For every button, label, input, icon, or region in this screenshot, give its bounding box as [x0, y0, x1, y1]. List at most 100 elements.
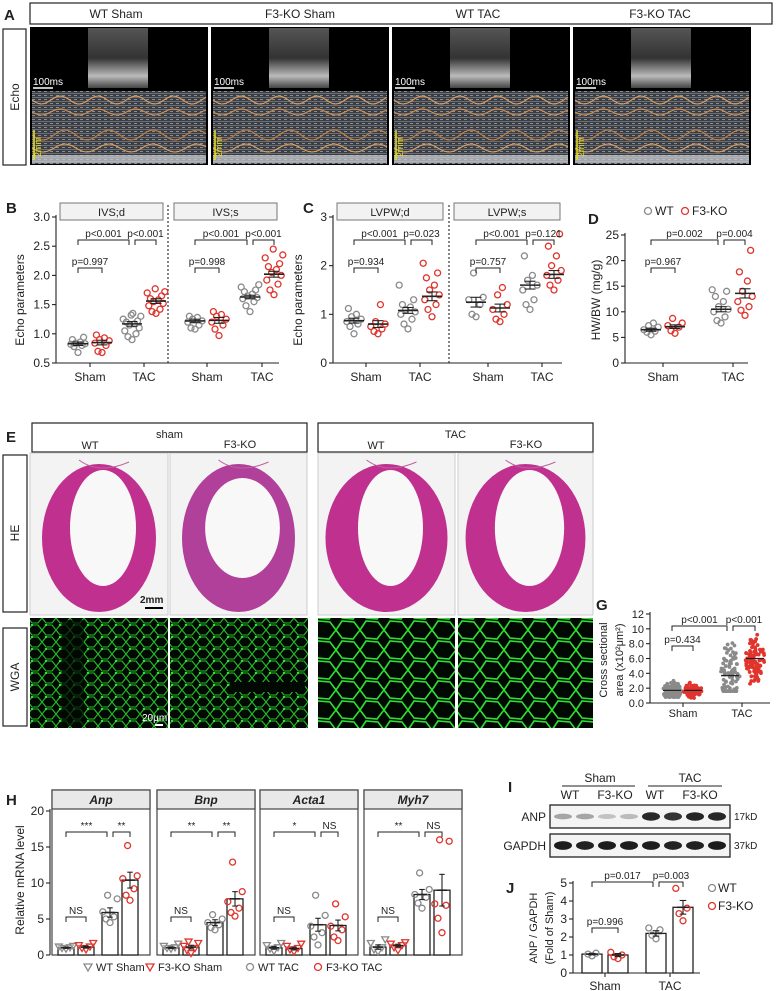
significance-label: p<0.001: [245, 229, 282, 240]
significance-bracket: [353, 267, 379, 273]
ko-data-point: [148, 307, 156, 316]
ko-data-point: [156, 305, 164, 313]
ko-data-point: [263, 276, 271, 284]
wt-data-point: [350, 330, 358, 338]
wt-data-point: [520, 252, 529, 260]
x-tick-label: Sham: [589, 979, 620, 991]
ko-cell-point: [759, 671, 763, 676]
wall-trace: [31, 108, 207, 116]
wt-cell-point: [724, 689, 729, 694]
tac-data-point: [238, 887, 246, 896]
tac-data-point: [211, 926, 219, 934]
ko-cell-point: [753, 647, 758, 652]
wt-data-point: [711, 292, 720, 301]
y-tick-label: 2.5: [33, 239, 50, 253]
wt-cell-point: [675, 682, 680, 687]
time-scale-label: 100ms: [214, 77, 244, 88]
ko-data-point: [370, 327, 378, 336]
ko-cell-point: [752, 678, 756, 683]
x-tick-label: Sham: [191, 370, 222, 384]
ko-data-point: [500, 310, 508, 318]
facet-title: LVPW;d: [370, 207, 409, 219]
tac-data-point: [113, 895, 121, 903]
y-tick-label: 15: [606, 279, 620, 293]
wt-cell-point: [728, 689, 733, 694]
wt-data-point: [656, 926, 664, 934]
legend-ko-marker: [680, 206, 690, 216]
ko-data-point: [145, 302, 153, 310]
wga-image: [170, 618, 308, 728]
wt-data-point: [468, 310, 476, 318]
histology-group-box: [317, 422, 594, 453]
y-tick-label: 3: [320, 210, 327, 224]
protein-band: [686, 812, 704, 821]
wt-cell-point: [721, 661, 726, 666]
ko-data-point: [550, 286, 558, 294]
facet-title: IVS;d: [98, 207, 125, 219]
echo-image: [573, 27, 751, 165]
x-tick-label: TAC: [721, 370, 744, 384]
significance-bracket: [217, 831, 236, 837]
gene-name: Acta1: [292, 793, 326, 807]
wt-data-point: [528, 271, 537, 280]
y-tick-label: 5: [37, 912, 44, 926]
ko-data-point: [679, 917, 687, 925]
significance-bracket: [273, 916, 295, 922]
ko-data-point: [264, 262, 273, 271]
y-tick-label: 0: [612, 356, 619, 370]
y-tick-label: 10: [606, 305, 620, 319]
ko-data-point: [100, 334, 109, 342]
significance-bracket: [77, 239, 130, 245]
bar: [226, 898, 244, 956]
x-tick-label: TAC: [132, 370, 155, 384]
y-tick-label: 10: [632, 624, 644, 636]
significance-label: p<0.001: [85, 229, 122, 240]
wt-cell-point: [734, 679, 738, 684]
y-tick-label: 1: [560, 948, 567, 962]
protein-band: [708, 841, 726, 850]
ventricular-cavity: [494, 470, 565, 586]
facet-header: [363, 789, 463, 810]
wt-data-point: [713, 316, 721, 325]
wt-data-point: [119, 315, 127, 323]
significance-bracket: [194, 267, 220, 273]
ko-cell-point: [750, 662, 755, 667]
ko-cell-point: [755, 643, 760, 647]
y-tick-label: 10: [31, 876, 45, 890]
wt-data-point: [397, 310, 405, 318]
ko-data-point: [543, 271, 551, 280]
sham-data-point: [366, 939, 376, 948]
ko-data-point: [748, 292, 756, 301]
x-tick-label: Sham: [74, 370, 105, 384]
significance-label: NS: [277, 906, 291, 917]
significance-bracket: [65, 916, 87, 922]
tac-data-point: [102, 915, 110, 923]
ko-cell-point: [748, 650, 753, 655]
tac-data-point: [438, 929, 446, 937]
wt-data-point: [395, 281, 403, 289]
wt-data-point: [408, 315, 416, 323]
depth-scale-label: 2mm: [395, 137, 405, 157]
wt-data-point: [352, 310, 361, 318]
ko-data-point: [428, 313, 436, 321]
wt-data-point: [530, 296, 538, 304]
wt-cell-point: [731, 656, 735, 660]
tac-data-point: [227, 908, 235, 917]
y-tick-label: 4.0: [629, 668, 644, 680]
ko-cell-point: [749, 653, 754, 658]
ko-cell-point: [744, 659, 749, 664]
tac-data-point: [310, 933, 318, 941]
sham-data-point: [179, 942, 189, 951]
wt-cell-point: [731, 650, 735, 655]
wt-cell-point: [728, 653, 733, 658]
sham-data-point: [74, 941, 84, 950]
wt-cell-point: [670, 682, 675, 687]
ventricular-cavity: [70, 470, 136, 586]
tac-data-point: [207, 923, 215, 932]
tac-data-point: [331, 900, 340, 908]
wt-data-point: [127, 311, 135, 319]
y-tick-label: 4: [560, 894, 567, 908]
wall-trace: [31, 143, 207, 153]
y-axis-title: HW/BW (mg/g): [589, 260, 603, 341]
wt-data-point: [74, 348, 82, 357]
